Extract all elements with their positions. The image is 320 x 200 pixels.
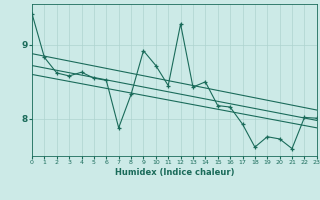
X-axis label: Humidex (Indice chaleur): Humidex (Indice chaleur) — [115, 168, 234, 177]
